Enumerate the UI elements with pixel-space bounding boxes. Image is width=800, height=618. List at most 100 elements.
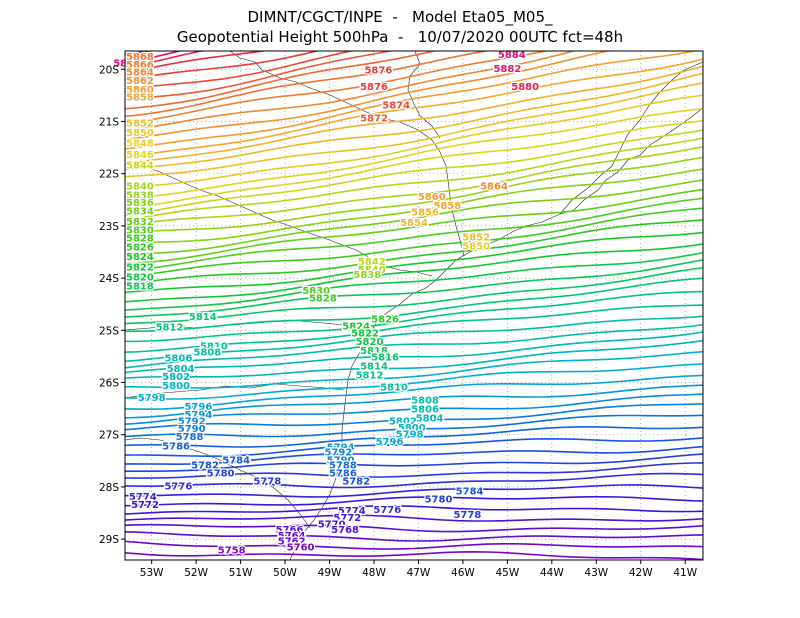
y-tick-label-23S: 23S <box>99 221 119 233</box>
x-tick-label-41W: 41W <box>673 567 697 579</box>
edge-label-5820: 5820 <box>126 273 154 284</box>
contour-5848 <box>125 107 703 199</box>
contour-label-5876-4: 5876 <box>364 65 392 76</box>
contour-label-5774-67: 5774 <box>338 506 366 517</box>
contour-label-5864-8: 5864 <box>480 181 508 192</box>
contour-labels: 5886 5884 5882 5880 5876 5876 5874 5872 5864 5860… <box>112 49 540 558</box>
contour-5824 <box>125 231 703 294</box>
contour-5852 <box>125 82 703 178</box>
contour-label-5766-72: 5766 <box>276 525 304 536</box>
contour-label-5784-57: 5784 <box>456 487 484 498</box>
contour-label-5788-53: 5788 <box>329 461 357 472</box>
x-tick-label-53W: 53W <box>140 567 164 579</box>
contour-label-5804-36: 5804 <box>167 364 195 375</box>
y-tick-label-29S: 29S <box>99 534 119 546</box>
contour-5760 <box>125 550 703 560</box>
contour-label-5782-59: 5782 <box>342 476 370 487</box>
edge-label-5862: 5862 <box>126 76 154 87</box>
x-tick-label-46W: 46W <box>451 567 475 579</box>
contour-label-5776-64: 5776 <box>164 482 192 493</box>
contour-label-5798-42: 5798 <box>138 393 166 404</box>
edge-label-5818: 5818 <box>126 282 154 293</box>
contour-label-5880-3: 5880 <box>511 82 539 93</box>
contour-5820 <box>125 251 703 312</box>
y-axis: 20S 21S 22S 23S 24S 25S 26S 27S 28S 29S <box>99 64 125 546</box>
contour-label-5772-69: 5772 <box>333 513 361 524</box>
contour-label-5856-11: 5856 <box>411 207 439 218</box>
contour-label-5802-38: 5802 <box>162 372 190 383</box>
contour-label-5758-76: 5758 <box>218 546 246 557</box>
contour-label-5810-31: 5810 <box>380 382 408 393</box>
contour-5800 <box>125 350 703 389</box>
contour-5844 <box>125 129 703 217</box>
contour-5812 <box>125 290 703 343</box>
x-tick-label-43W: 43W <box>584 567 608 579</box>
contour-label-5760-75: 5760 <box>287 543 315 554</box>
contour-5776 <box>125 472 703 489</box>
contour-5818 <box>125 259 703 318</box>
contour-label-5800-41: 5800 <box>398 423 426 434</box>
contour-5802 <box>125 339 703 379</box>
contour-5804 <box>125 331 703 374</box>
coastline-east <box>289 107 703 560</box>
contour-label-5838-17: 5838 <box>353 270 381 281</box>
y-tick-label-28S: 28S <box>99 482 119 494</box>
title-line-1: DIMNT/CGCT/INPE - Model Eta05_M05_ <box>247 8 553 27</box>
country-border-west <box>125 437 311 529</box>
edge-label-5836: 5836 <box>126 198 154 209</box>
contour-label-5884-1: 5884 <box>498 50 526 61</box>
edge-label-5826: 5826 <box>126 242 154 253</box>
contour-5762 <box>125 540 703 550</box>
contour-label-5842-15: 5842 <box>358 257 386 268</box>
contour-label-5772-68: 5772 <box>131 500 159 511</box>
contour-5772 <box>125 496 703 507</box>
x-tick-label-45W: 45W <box>495 567 519 579</box>
contour-5856 <box>125 65 703 165</box>
contour-5846 <box>125 119 703 209</box>
contour-5806 <box>125 323 703 369</box>
contour-label-5828-19: 5828 <box>309 294 337 305</box>
state-border-2 <box>407 51 441 139</box>
contour-5810 <box>125 304 703 353</box>
x-tick-label-51W: 51W <box>229 567 253 579</box>
state-border-1 <box>229 51 465 257</box>
edge-label-5830: 5830 <box>126 226 154 237</box>
contour-label-5874-6: 5874 <box>382 100 410 111</box>
contour-label-5780-60: 5780 <box>207 469 235 480</box>
contour-5864 <box>125 51 577 132</box>
y-tick-label-21S: 21S <box>99 116 119 128</box>
y-tick-label-22S: 22S <box>99 169 119 181</box>
contour-5764 <box>125 531 703 542</box>
contour-label-5792-48: 5792 <box>178 416 206 427</box>
contour-5860 <box>125 51 700 150</box>
edge-label-5844: 5844 <box>126 161 154 172</box>
contour-label-5786-55: 5786 <box>329 469 357 480</box>
contour-5798 <box>125 363 703 400</box>
edge-label-5864: 5864 <box>126 68 154 79</box>
state-border-3 <box>559 61 703 215</box>
contour-5814 <box>125 277 703 333</box>
contour-label-5826-20: 5826 <box>371 315 399 326</box>
contour-label-5814-27: 5814 <box>360 362 388 373</box>
contour-label-5860-9: 5860 <box>418 192 446 203</box>
contour-5838 <box>125 156 703 234</box>
contour-label-5796-44: 5796 <box>184 402 212 413</box>
edge-label-5852: 5852 <box>126 119 154 130</box>
contour-5770 <box>125 504 703 515</box>
contour-label-5806-35: 5806 <box>411 404 439 415</box>
contour-label-5812-29: 5812 <box>356 370 384 381</box>
contour-5854 <box>125 72 703 171</box>
contour-label-5776-65: 5776 <box>373 505 401 516</box>
title-line-2: Geopotential Height 500hPa - 10/07/2020 … <box>177 28 623 46</box>
edge-label-5860: 5860 <box>126 85 154 96</box>
y-tick-label-24S: 24S <box>99 273 119 285</box>
x-tick-label-47W: 47W <box>407 567 431 579</box>
contour-label-5876-5: 5876 <box>360 82 388 93</box>
edge-label-5822: 5822 <box>126 262 154 273</box>
edge-label-5840: 5840 <box>126 181 154 192</box>
contour-5842 <box>125 137 703 222</box>
contour-5774 <box>125 484 703 498</box>
contour-label-5852-13: 5852 <box>462 233 490 244</box>
edge-label-5828: 5828 <box>126 234 154 245</box>
